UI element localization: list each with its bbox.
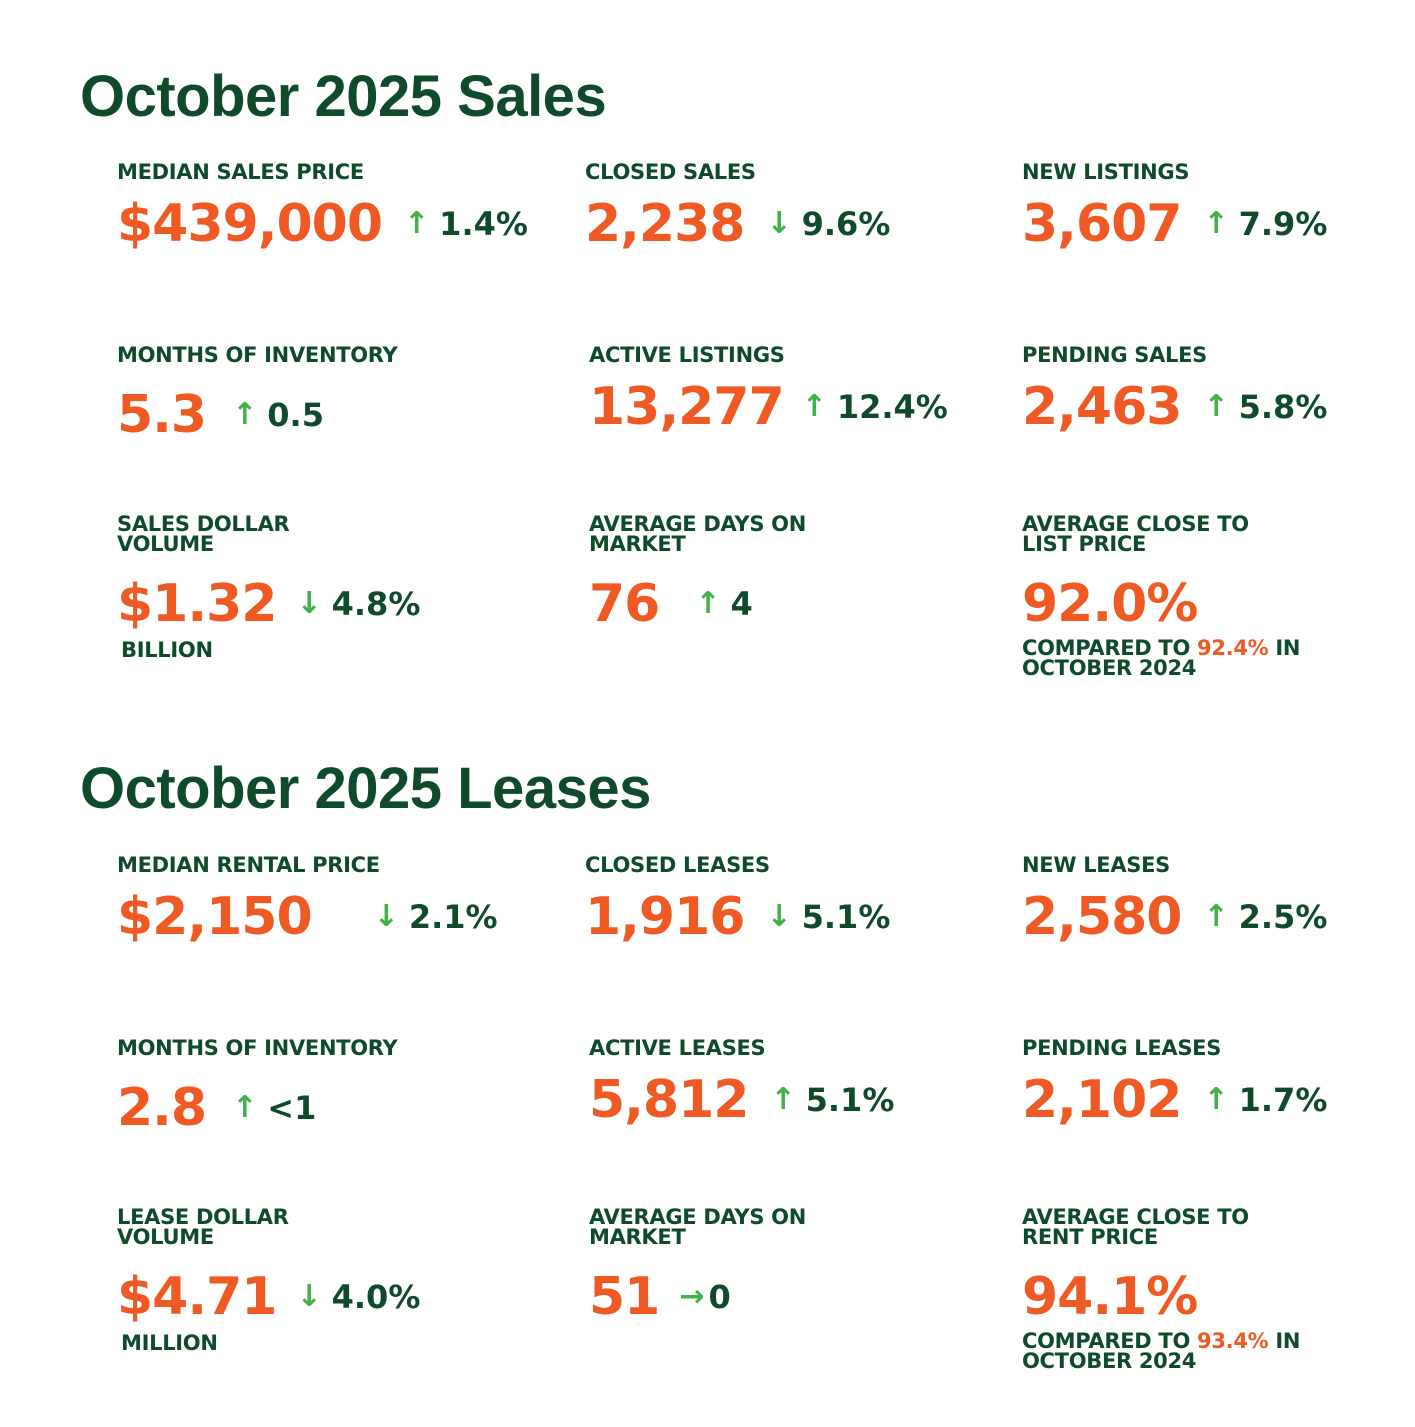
stat-value: $2,150: [117, 887, 313, 947]
sales-section-title: October 2025 Sales: [80, 64, 607, 129]
stat-label: MONTHS OF INVENTORY: [117, 343, 398, 367]
comparison-value: 92.4%: [1197, 636, 1269, 660]
up-arrow-icon: ↑: [770, 1082, 796, 1117]
stat-active-listings: ACTIVE LISTINGS 13,277 ↑ 12.4%: [589, 343, 948, 437]
stat-comparison: COMPARED TO 92.4% IN OCTOBER 2024: [1022, 636, 1301, 680]
up-arrow-icon: ↑: [1203, 1082, 1229, 1117]
stat-unit: MILLION: [121, 1331, 218, 1355]
stat-average-days-on-market: AVERAGE DAYS ON MARKET 76 ↑ 4: [589, 512, 806, 634]
stat-value: 5.3: [117, 385, 207, 445]
stat-change: ↑ 5.8%: [1203, 388, 1328, 426]
stat-months-of-inventory: MONTHS OF INVENTORY 5.3 ↑ 0.5: [117, 343, 398, 445]
stat-label: PENDING SALES: [1022, 343, 1208, 367]
down-arrow-icon: ↓: [766, 899, 792, 934]
stat-label: AVERAGE DAYS ON MARKET: [589, 1205, 806, 1249]
stat-lease-months-of-inventory: MONTHS OF INVENTORY 2.8 ↑ <1: [117, 1036, 398, 1138]
stat-new-leases: NEW LEASES 2,580 ↑ 2.5%: [1022, 853, 1328, 947]
stat-closed-leases: CLOSED LEASES 1,916 ↓ 5.1%: [585, 853, 891, 947]
stat-label: SALES DOLLAR VOLUME: [117, 512, 290, 556]
stat-label: MEDIAN RENTAL PRICE: [117, 853, 380, 877]
stat-change: ↓ 5.1%: [766, 898, 891, 936]
up-arrow-icon: ↑: [232, 397, 258, 432]
stat-value: 3,607: [1022, 194, 1182, 254]
stat-label: NEW LISTINGS: [1022, 160, 1190, 184]
stat-label: AVERAGE CLOSE TO LIST PRICE: [1022, 512, 1249, 556]
stat-value: 2.8: [117, 1078, 207, 1138]
stat-value: 92.0%: [1022, 574, 1198, 634]
stat-label: ACTIVE LEASES: [589, 1036, 766, 1060]
stat-median-rental-price: MEDIAN RENTAL PRICE $2,150 ↓ 2.1%: [117, 853, 498, 947]
up-arrow-icon: ↑: [695, 586, 721, 621]
stat-pending-sales: PENDING SALES 2,463 ↑ 5.8%: [1022, 343, 1328, 437]
leases-section-title: October 2025 Leases: [80, 756, 651, 821]
stat-lease-average-days-on-market: AVERAGE DAYS ON MARKET 51 → 0: [589, 1205, 806, 1327]
stat-label: NEW LEASES: [1022, 853, 1170, 877]
stat-label: AVERAGE CLOSE TO RENT PRICE: [1022, 1205, 1249, 1249]
up-arrow-icon: ↑: [1203, 899, 1229, 934]
up-arrow-icon: ↑: [232, 1090, 258, 1125]
stat-value: 5,812: [589, 1070, 749, 1130]
stat-value: 1,916: [585, 887, 745, 947]
up-arrow-icon: ↑: [1203, 206, 1229, 241]
stat-label: PENDING LEASES: [1022, 1036, 1222, 1060]
stat-value: 94.1%: [1022, 1267, 1198, 1327]
stat-value: 2,238: [585, 194, 745, 254]
up-arrow-icon: ↑: [801, 389, 827, 424]
stat-change: ↑ 7.9%: [1203, 205, 1328, 243]
stat-closed-sales: CLOSED SALES 2,238 ↓ 9.6%: [585, 160, 891, 254]
stat-change: ↑ 1.7%: [1203, 1081, 1328, 1119]
stat-change: → 0: [679, 1278, 731, 1316]
stat-comparison: COMPARED TO 93.4% IN OCTOBER 2024: [1022, 1329, 1301, 1373]
stat-change: ↑ <1: [232, 1089, 317, 1127]
stat-value: 2,463: [1022, 377, 1182, 437]
stat-new-listings: NEW LISTINGS 3,607 ↑ 7.9%: [1022, 160, 1328, 254]
stat-label: ACTIVE LISTINGS: [589, 343, 785, 367]
stat-average-close-to-rent-price: AVERAGE CLOSE TO RENT PRICE 94.1% COMPAR…: [1022, 1205, 1301, 1373]
stat-change: ↑ 12.4%: [801, 388, 948, 426]
stat-average-close-to-list-price: AVERAGE CLOSE TO LIST PRICE 92.0% COMPAR…: [1022, 512, 1301, 680]
stat-label: CLOSED LEASES: [585, 853, 770, 877]
stat-value: 76: [589, 574, 660, 634]
right-arrow-icon: →: [679, 1279, 705, 1314]
stat-change: ↓ 4.8%: [296, 585, 421, 623]
stat-pending-leases: PENDING LEASES 2,102 ↑ 1.7%: [1022, 1036, 1328, 1130]
stat-sales-dollar-volume: SALES DOLLAR VOLUME $1.32 ↓ 4.8% BILLION: [117, 512, 421, 662]
stat-label: MONTHS OF INVENTORY: [117, 1036, 398, 1060]
stat-label: AVERAGE DAYS ON MARKET: [589, 512, 806, 556]
stat-lease-dollar-volume: LEASE DOLLAR VOLUME $4.71 ↓ 4.0% MILLION: [117, 1205, 421, 1355]
stat-value: $1.32: [117, 574, 277, 634]
stat-label: MEDIAN SALES PRICE: [117, 160, 364, 184]
comparison-value: 93.4%: [1197, 1329, 1269, 1353]
down-arrow-icon: ↓: [766, 206, 792, 241]
up-arrow-icon: ↑: [404, 206, 430, 241]
up-arrow-icon: ↑: [1203, 389, 1229, 424]
stat-change: ↓ 9.6%: [766, 205, 891, 243]
stat-median-sales-price: MEDIAN SALES PRICE $439,000 ↑ 1.4%: [117, 160, 528, 254]
stat-change: ↑ 4: [695, 585, 753, 623]
stat-value: 2,102: [1022, 1070, 1182, 1130]
stat-value: 2,580: [1022, 887, 1182, 947]
stat-value: $4.71: [117, 1267, 277, 1327]
stat-value: 13,277: [589, 377, 785, 437]
stat-change: ↓ 4.0%: [296, 1278, 421, 1316]
stat-change: ↑ 2.5%: [1203, 898, 1328, 936]
stat-label: CLOSED SALES: [585, 160, 756, 184]
stat-change: ↑ 1.4%: [404, 205, 528, 243]
stat-active-leases: ACTIVE LEASES 5,812 ↑ 5.1%: [589, 1036, 895, 1130]
down-arrow-icon: ↓: [296, 586, 322, 621]
down-arrow-icon: ↓: [296, 1279, 322, 1314]
stat-change: ↑ 0.5: [232, 396, 324, 434]
down-arrow-icon: ↓: [373, 899, 399, 934]
stat-change: ↓ 2.1%: [373, 898, 498, 936]
stat-value: $439,000: [117, 194, 383, 254]
stat-label: LEASE DOLLAR VOLUME: [117, 1205, 289, 1249]
stat-change: ↑ 5.1%: [770, 1081, 895, 1119]
stat-unit: BILLION: [121, 638, 213, 662]
stat-value: 51: [589, 1267, 660, 1327]
